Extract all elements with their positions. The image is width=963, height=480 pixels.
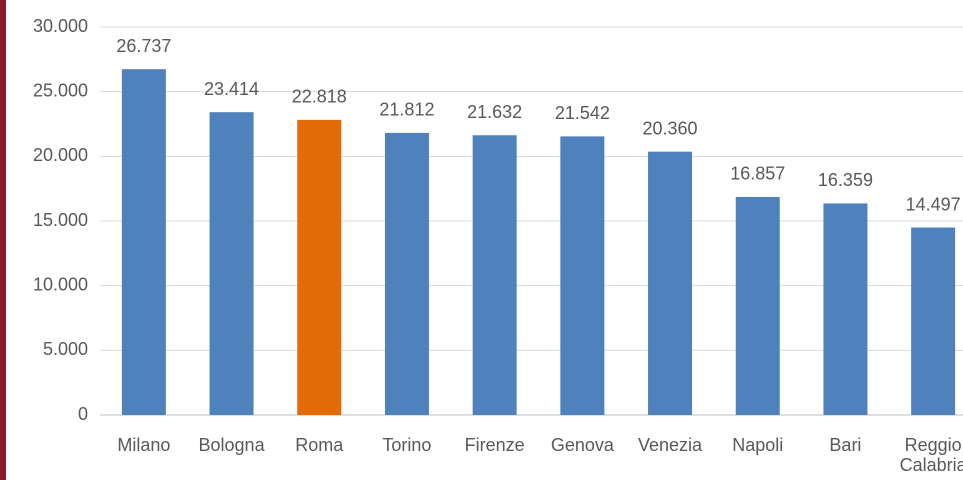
bar bbox=[209, 112, 254, 416]
y-tick-label: 20.000 bbox=[33, 145, 88, 165]
bar bbox=[121, 69, 166, 415]
y-tick-label: 15.000 bbox=[33, 210, 88, 230]
x-tick-label: Venezia bbox=[638, 435, 703, 455]
x-tick-label: Reggio Calabria bbox=[899, 435, 963, 475]
value-label: 26.737 bbox=[116, 36, 171, 56]
bar bbox=[472, 135, 517, 415]
bar bbox=[911, 227, 956, 415]
bar bbox=[648, 151, 693, 415]
x-tick-label: Torino bbox=[382, 435, 432, 455]
y-tick-label: 25.000 bbox=[33, 80, 88, 100]
value-label: 22.818 bbox=[292, 87, 347, 107]
value-label: 21.542 bbox=[555, 103, 610, 123]
value-label: 16.857 bbox=[730, 164, 785, 184]
x-tick-label: Milano bbox=[117, 435, 171, 455]
y-tick-label: 30.000 bbox=[33, 16, 88, 36]
side-strip bbox=[0, 0, 6, 480]
bar bbox=[823, 203, 868, 415]
bar bbox=[384, 132, 429, 415]
x-tick-label: Firenze bbox=[464, 435, 525, 455]
value-label: 21.812 bbox=[379, 100, 434, 120]
value-label: 20.360 bbox=[643, 118, 698, 138]
value-label: 14.497 bbox=[906, 194, 961, 214]
x-tick-label: Bologna bbox=[198, 435, 265, 455]
bar bbox=[735, 196, 780, 415]
x-tick-label: Bari bbox=[829, 435, 862, 455]
value-label: 21.632 bbox=[467, 102, 522, 122]
bar bbox=[297, 119, 342, 415]
x-tick-label: Genova bbox=[550, 435, 614, 455]
bar bbox=[560, 136, 605, 415]
value-label: 16.359 bbox=[818, 170, 873, 190]
value-label: 23.414 bbox=[204, 79, 259, 99]
x-tick-label: Roma bbox=[295, 435, 344, 455]
y-tick-label: 10.000 bbox=[33, 274, 88, 294]
y-tick-label: 5.000 bbox=[43, 339, 88, 359]
x-tick-label: Napoli bbox=[732, 435, 784, 455]
y-tick-label: 0 bbox=[78, 404, 88, 424]
